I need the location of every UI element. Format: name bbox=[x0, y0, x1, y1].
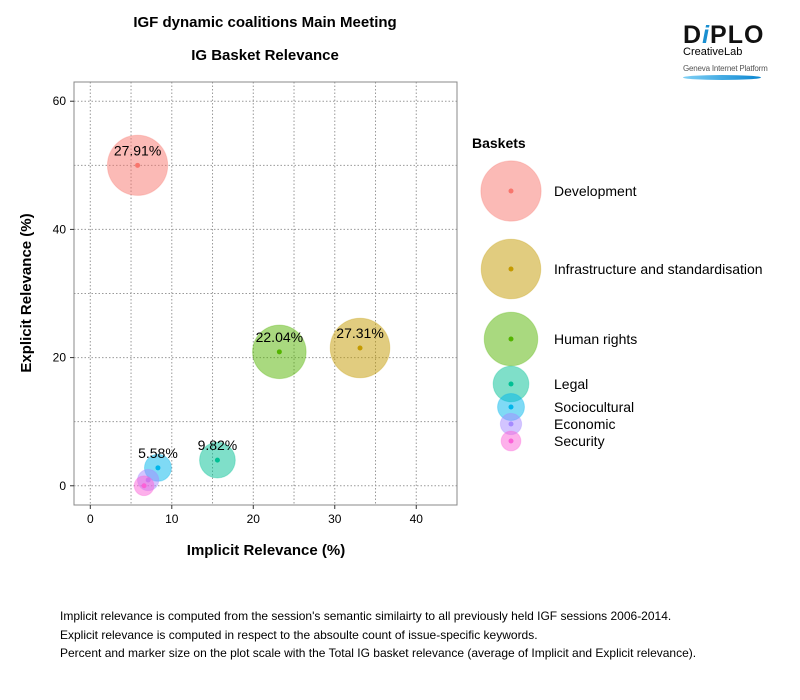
bubble-center-human-rights bbox=[276, 349, 282, 355]
bubble-center-legal bbox=[214, 457, 220, 463]
x-tick-label: 30 bbox=[328, 512, 342, 526]
y-tick-label: 0 bbox=[59, 479, 66, 493]
legend-key-center-economic bbox=[508, 421, 514, 427]
diplo-logo: DiPLO CreativeLab Geneva Internet Platfo… bbox=[683, 22, 773, 80]
legend-key-center-security bbox=[508, 438, 514, 444]
legend-label-development: Development bbox=[554, 183, 637, 199]
footnotes: Implicit relevance is computed from the … bbox=[60, 607, 696, 663]
y-axis-label: Explicit Relevance (%) bbox=[18, 213, 35, 372]
logo-platform: Geneva Internet Platform bbox=[683, 64, 768, 73]
bubble-center-security bbox=[141, 483, 147, 489]
y-tick-label: 60 bbox=[53, 94, 67, 108]
legend-key-center-sociocultural bbox=[508, 404, 514, 410]
y-tick-label: 40 bbox=[53, 222, 67, 236]
bubble-center-sociocultural bbox=[155, 465, 161, 471]
x-tick-label: 20 bbox=[247, 512, 261, 526]
legend-key-center-legal bbox=[508, 381, 514, 387]
x-tick-label: 10 bbox=[165, 512, 179, 526]
legend-key-center-infrastructure-and-standardisation bbox=[508, 266, 514, 272]
data-label-development: 27.91% bbox=[114, 142, 161, 158]
logo-sub: CreativeLab bbox=[683, 46, 743, 58]
x-tick-label: 0 bbox=[87, 512, 94, 526]
legend-title: Baskets bbox=[472, 135, 526, 151]
legend-key-center-development bbox=[508, 188, 514, 194]
legend-label-sociocultural: Sociocultural bbox=[554, 399, 634, 415]
chart-subtitle: IG Basket Relevance bbox=[191, 47, 339, 64]
data-label-infrastructure-and-standardisation: 27.31% bbox=[336, 325, 383, 341]
data-label-legal: 9.82% bbox=[198, 437, 238, 453]
x-axis-label: Implicit Relevance (%) bbox=[187, 542, 345, 559]
chart-title: IGF dynamic coalitions Main Meeting bbox=[133, 14, 397, 31]
legend-label-security: Security bbox=[554, 433, 605, 449]
data-label-human-rights: 22.04% bbox=[256, 329, 303, 345]
y-tick-label: 20 bbox=[53, 351, 67, 365]
legend-label-infrastructure-and-standardisation: Infrastructure and standardisation bbox=[554, 261, 763, 277]
legend: Development Infrastructure and standardis… bbox=[480, 160, 763, 452]
x-tick-label: 40 bbox=[410, 512, 424, 526]
legend-key-center-human-rights bbox=[508, 336, 514, 342]
bubble-center-infrastructure-and-standardisation bbox=[357, 345, 363, 351]
bubble-center-development bbox=[135, 162, 141, 168]
footnote: Implicit relevance is computed from the … bbox=[60, 609, 672, 623]
bubble-plot: 0 10 20 30 40 0 20 40 60 27.91% 27.31% 22.04% 9.82%… bbox=[18, 81, 763, 559]
plot-frame bbox=[73, 81, 458, 506]
footnote: Percent and marker size on the plot scal… bbox=[60, 646, 697, 660]
logo-brand: DiPLO bbox=[683, 21, 765, 49]
legend-label-legal: Legal bbox=[554, 376, 588, 392]
data-label-sociocultural: 5.58% bbox=[138, 445, 178, 461]
footnote: Explicit relevance is computed in respec… bbox=[60, 627, 538, 642]
legend-label-economic: Economic bbox=[554, 416, 615, 432]
logo-swoosh-icon bbox=[683, 75, 761, 80]
legend-label-human-rights: Human rights bbox=[554, 331, 637, 347]
